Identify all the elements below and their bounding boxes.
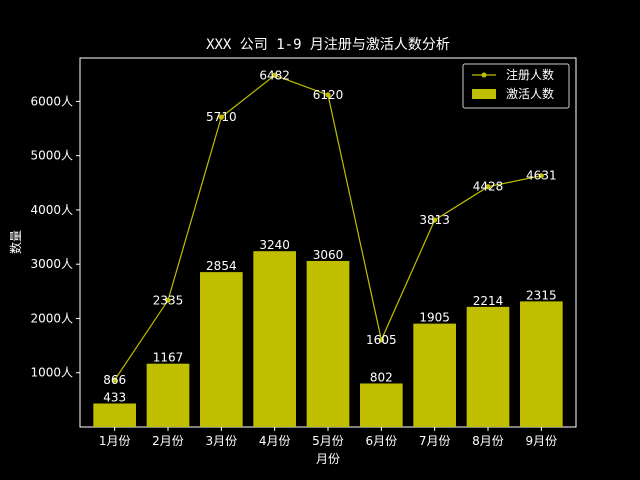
- legend-bar-swatch: [472, 89, 496, 99]
- line-point: [325, 92, 331, 98]
- legend: 注册人数 激活人数: [462, 63, 570, 109]
- bar-value-label: 3060: [313, 248, 344, 262]
- bar-value-label: 1167: [153, 351, 184, 365]
- bar-value-label: 1905: [419, 311, 450, 325]
- bar-series: [93, 251, 563, 427]
- y-tick-label: 6000人: [30, 94, 73, 108]
- y-axis-ticks: 1000人 2000人 3000人 4000人 5000人 6000人: [30, 94, 80, 380]
- bar: [306, 260, 350, 427]
- line-point: [165, 297, 171, 303]
- x-tick-label: 7月份: [419, 434, 451, 448]
- line-point: [218, 114, 224, 120]
- bar: [146, 363, 190, 427]
- line-value-label: 5710: [206, 110, 237, 124]
- line-series: [112, 72, 544, 383]
- line-value-label: 6482: [259, 68, 290, 82]
- line-value-label: 866: [103, 373, 126, 387]
- legend-bar-label: 激活人数: [506, 86, 554, 101]
- bar-data-labels: 433 1167 2854 3240 3060 802 1905 2214 2315: [103, 238, 556, 404]
- x-axis-ticks: 1月份 2月份 3月份 4月份 5月份 6月份 7月份 8月份 9月份: [99, 427, 557, 448]
- y-tick-label: 3000人: [30, 257, 73, 271]
- bar: [520, 301, 563, 427]
- line-value-label: 2335: [153, 293, 184, 307]
- x-tick-label: 1月份: [99, 434, 131, 448]
- bar-value-label: 433: [103, 391, 126, 405]
- bar-value-label: 2214: [473, 294, 504, 308]
- bar: [253, 251, 296, 427]
- line-point: [378, 337, 384, 343]
- line-point: [485, 184, 491, 190]
- line-value-label: 6120: [313, 88, 344, 102]
- line-value-label: 4631: [526, 169, 557, 183]
- bar-value-label: 802: [370, 370, 393, 384]
- line-value-label: 3813: [419, 213, 450, 227]
- y-axis-label: 数量: [8, 230, 23, 254]
- bar: [466, 306, 510, 427]
- x-axis-label: 月份: [316, 452, 340, 466]
- line-point: [272, 72, 278, 78]
- y-tick-label: 2000人: [30, 311, 73, 325]
- bar: [200, 272, 243, 427]
- line-point: [112, 377, 118, 383]
- x-tick-label: 8月份: [472, 434, 504, 448]
- x-tick-label: 4月份: [259, 434, 291, 448]
- bar-value-label: 3240: [259, 238, 290, 252]
- bar-value-label: 2315: [526, 288, 557, 302]
- x-tick-label: 6月份: [366, 434, 398, 448]
- bar: [413, 323, 456, 427]
- bar-value-label: 2854: [206, 259, 237, 273]
- line-data-labels: 866 2335 5710 6482 6120 1605 3813 4428 4631: [103, 68, 556, 387]
- legend-line-marker: [481, 72, 487, 78]
- chart-title: XXX 公司 1-9 月注册与激活人数分析: [206, 36, 450, 53]
- legend-line-label: 注册人数: [506, 67, 554, 82]
- x-tick-label: 5月份: [312, 434, 344, 448]
- y-tick-label: 4000人: [30, 203, 73, 217]
- line-point: [432, 217, 438, 223]
- line-point: [538, 173, 544, 179]
- line-value-label: 4428: [473, 180, 504, 194]
- line-value-label: 1605: [366, 333, 397, 347]
- x-tick-label: 9月份: [526, 434, 558, 448]
- bar: [360, 383, 403, 427]
- y-tick-label: 5000人: [30, 149, 73, 163]
- x-tick-label: 2月份: [152, 434, 184, 448]
- y-tick-label: 1000人: [30, 366, 73, 380]
- bar: [93, 403, 136, 427]
- x-tick-label: 3月份: [206, 434, 238, 448]
